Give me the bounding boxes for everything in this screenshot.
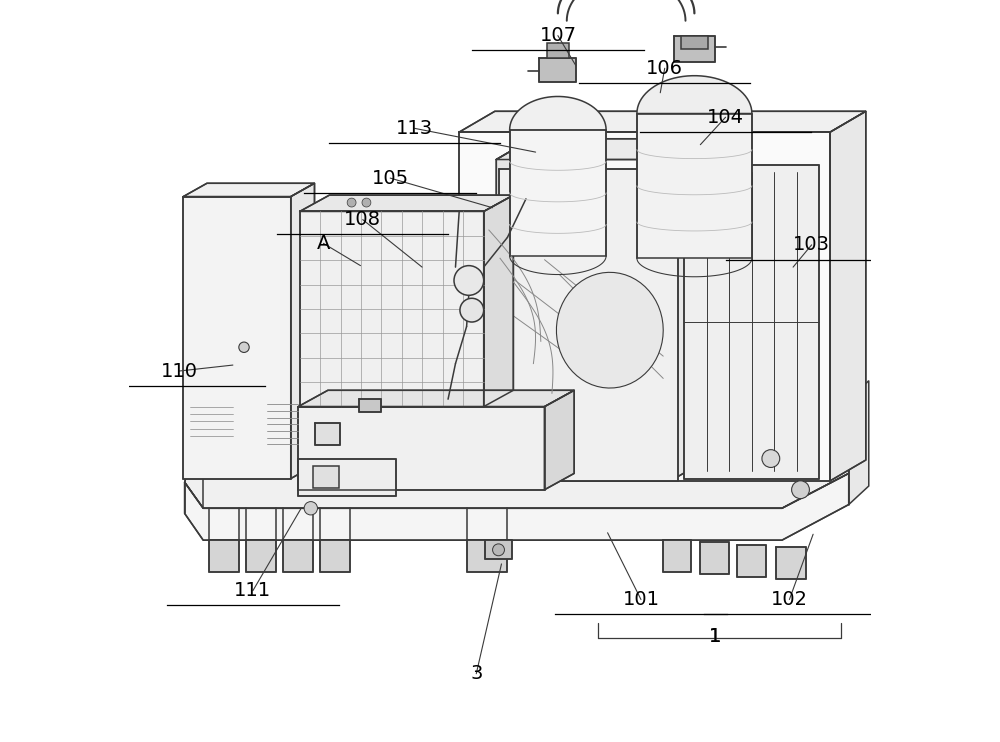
- Text: 101: 101: [622, 590, 659, 609]
- Text: 110: 110: [161, 361, 198, 381]
- Text: 102: 102: [771, 590, 808, 609]
- Polygon shape: [298, 407, 545, 490]
- Polygon shape: [510, 130, 606, 256]
- Circle shape: [304, 502, 317, 515]
- Text: 111: 111: [234, 581, 271, 600]
- Polygon shape: [298, 459, 396, 496]
- Polygon shape: [671, 139, 706, 481]
- Polygon shape: [700, 542, 729, 574]
- Polygon shape: [320, 540, 350, 572]
- Text: 107: 107: [539, 26, 576, 45]
- Polygon shape: [499, 169, 678, 481]
- Polygon shape: [681, 36, 708, 49]
- Circle shape: [347, 198, 356, 207]
- Polygon shape: [183, 197, 291, 479]
- Polygon shape: [849, 381, 869, 505]
- Polygon shape: [637, 114, 752, 258]
- Polygon shape: [637, 76, 752, 114]
- Polygon shape: [300, 195, 513, 211]
- Polygon shape: [246, 540, 276, 572]
- Polygon shape: [467, 540, 507, 572]
- Polygon shape: [663, 540, 691, 572]
- Text: 113: 113: [396, 119, 433, 138]
- Text: 108: 108: [344, 210, 381, 229]
- Polygon shape: [183, 183, 315, 197]
- Polygon shape: [283, 540, 313, 572]
- Polygon shape: [496, 139, 532, 481]
- Polygon shape: [298, 390, 574, 407]
- Polygon shape: [674, 36, 715, 62]
- Polygon shape: [547, 43, 569, 58]
- Polygon shape: [359, 399, 381, 412]
- Polygon shape: [315, 423, 340, 445]
- Polygon shape: [484, 195, 513, 407]
- Polygon shape: [185, 473, 849, 540]
- Circle shape: [792, 481, 809, 499]
- Polygon shape: [684, 165, 819, 479]
- Text: 103: 103: [793, 235, 830, 255]
- Polygon shape: [185, 375, 849, 508]
- Text: 1: 1: [709, 627, 721, 646]
- Text: 1: 1: [709, 627, 721, 646]
- Polygon shape: [830, 111, 866, 481]
- Polygon shape: [291, 183, 315, 479]
- Circle shape: [762, 450, 780, 467]
- Polygon shape: [539, 58, 576, 82]
- Polygon shape: [737, 545, 766, 577]
- Polygon shape: [459, 111, 866, 132]
- Polygon shape: [313, 466, 339, 488]
- Text: 3: 3: [470, 664, 482, 683]
- Polygon shape: [496, 139, 706, 160]
- Polygon shape: [510, 96, 606, 130]
- Text: 105: 105: [372, 168, 409, 188]
- Circle shape: [362, 198, 371, 207]
- Polygon shape: [300, 211, 484, 407]
- Text: 106: 106: [646, 59, 683, 78]
- Circle shape: [460, 298, 484, 322]
- Polygon shape: [776, 547, 806, 579]
- Polygon shape: [545, 390, 574, 490]
- Circle shape: [454, 266, 484, 295]
- Circle shape: [493, 544, 504, 556]
- Text: A: A: [317, 234, 330, 253]
- Polygon shape: [209, 540, 239, 572]
- Polygon shape: [459, 132, 830, 481]
- Circle shape: [239, 342, 249, 352]
- Text: 104: 104: [707, 108, 744, 127]
- Polygon shape: [485, 540, 512, 559]
- Polygon shape: [556, 272, 663, 388]
